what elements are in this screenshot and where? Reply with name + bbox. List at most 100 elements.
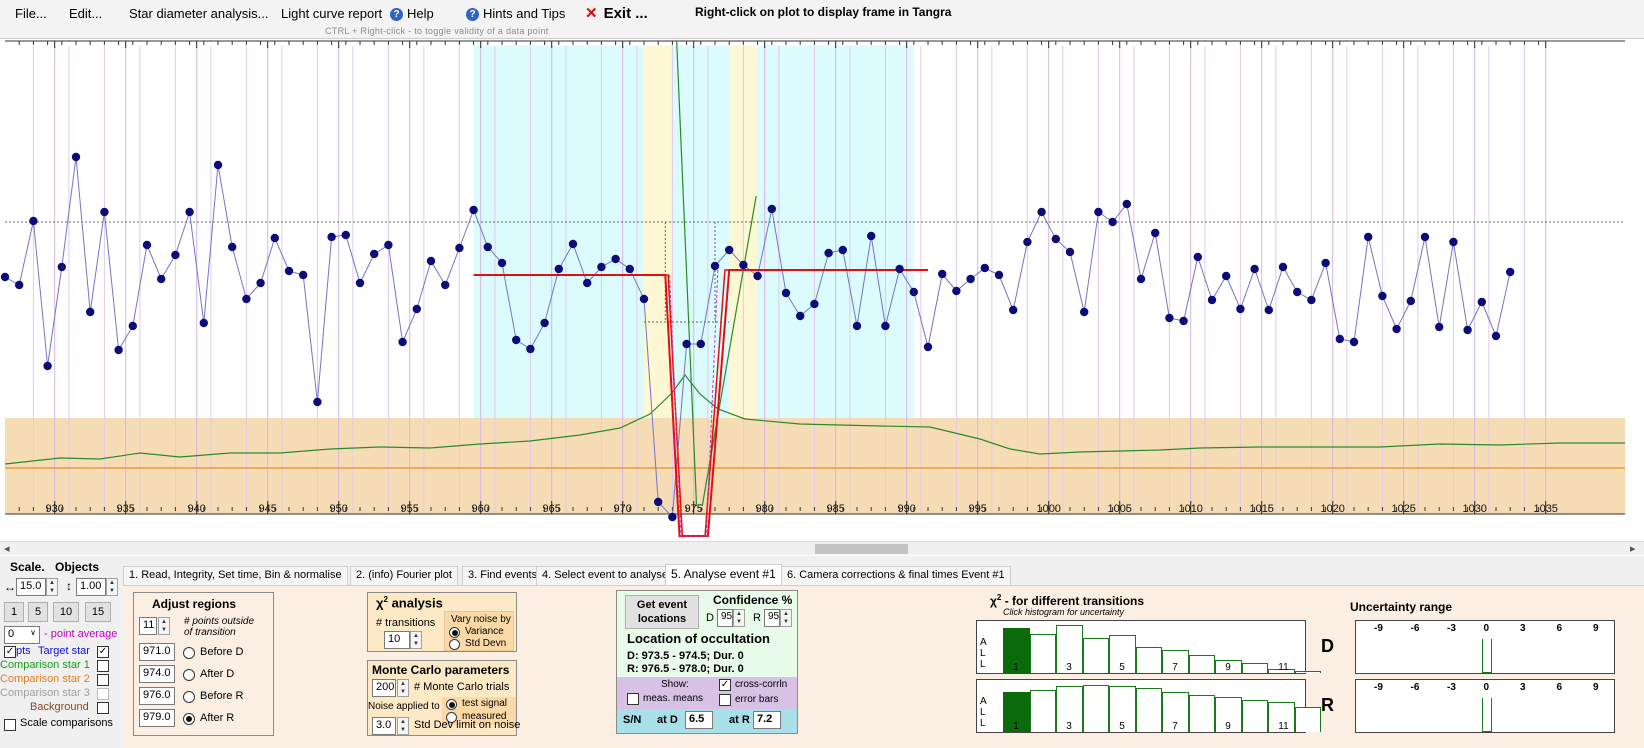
transitions-spinner[interactable]: ▲ ▼ (410, 631, 422, 649)
confidence-r-label: R (753, 612, 761, 624)
d-histogram-bar[interactable] (1162, 650, 1189, 673)
x-tick-label: 955 (401, 503, 419, 515)
monte-carlo-trials-input[interactable]: 200 (372, 679, 396, 697)
comparison-1-checkbox[interactable] (97, 660, 109, 672)
tab-select-event[interactable]: 4. Select event to analyse (536, 566, 674, 585)
before-r-input[interactable]: 976.0 (139, 687, 175, 705)
comparison-2-checkbox[interactable] (97, 674, 109, 686)
points-outside-input[interactable]: 11 (139, 617, 157, 635)
std-dev-limit-spinner[interactable]: ▲ ▼ (397, 717, 409, 735)
d-histogram-bar[interactable] (1109, 635, 1136, 673)
zoom-5-button[interactable]: 5 (28, 602, 48, 622)
r-histogram-bar[interactable] (1135, 688, 1162, 732)
pts-checkbox[interactable]: ✓ (4, 646, 16, 658)
menu-star-diameter[interactable]: Star diameter analysis... (129, 6, 269, 21)
r-histogram-bar[interactable] (1109, 685, 1136, 732)
target-star-point (639, 294, 649, 304)
monte-carlo-trials-spinner[interactable]: ▲ ▼ (397, 679, 409, 697)
d-histogram-bar[interactable] (1215, 659, 1242, 673)
target-star-checkbox[interactable]: ✓ (97, 646, 109, 658)
monte-carlo-title: Monte Carlo parameters (372, 663, 510, 677)
d-histogram-bar[interactable] (1029, 634, 1056, 673)
target-star-label: Target star (38, 645, 90, 657)
after-r-input[interactable]: 979.0 (139, 709, 175, 727)
transitions-input[interactable]: 10 (384, 631, 410, 649)
comparison-3-checkbox[interactable] (97, 688, 109, 700)
r-histogram-bar[interactable] (1268, 702, 1295, 732)
cross-corrln-checkbox[interactable]: ✓ (719, 679, 731, 691)
before-r-radio[interactable] (183, 691, 195, 703)
light-curve-plot[interactable]: 930 935 940 945 950 955 960 965 970 975 980 985 990 9… (0, 38, 1644, 543)
x-tick-label: 1025 (1391, 503, 1415, 515)
tab-find-events[interactable]: 3. Find events (462, 566, 544, 585)
confidence-r-spinner[interactable]: ▲ ▼ (780, 609, 792, 627)
scroll-left-icon[interactable]: ◂ (4, 543, 10, 555)
after-r-radio[interactable] (183, 713, 195, 725)
d-chi-histogram[interactable]: A L L 1 3 5 7 9 11 (976, 620, 1321, 674)
error-bars-checkbox[interactable] (719, 694, 731, 706)
d-histogram-bar[interactable] (1056, 625, 1083, 673)
get-event-locations-button[interactable]: Get event locations (625, 595, 699, 629)
r-histogram-bar[interactable] (1082, 684, 1109, 732)
zoom-15-button[interactable]: 15 (85, 602, 111, 622)
d-histogram-bar[interactable] (1268, 669, 1295, 673)
variance-radio[interactable] (449, 627, 460, 638)
target-star-point (1477, 297, 1487, 307)
scale-comparisons-checkbox[interactable] (4, 719, 16, 731)
tab-read-integrity[interactable]: 1. Read, Integrity, Set time, Bin & norm… (123, 566, 348, 585)
std-devn-radio[interactable] (449, 639, 460, 650)
after-d-radio[interactable] (183, 669, 195, 681)
after-d-input[interactable]: 974.0 (139, 665, 175, 683)
r-histogram-bar[interactable] (1029, 689, 1056, 732)
confidence-r-input[interactable]: 95 (764, 609, 780, 627)
scale-title: Scale. (10, 560, 45, 574)
measured-radio[interactable] (446, 712, 457, 723)
d-histogram-bar[interactable] (1082, 638, 1109, 673)
std-devn-label: Std Devn (465, 638, 507, 649)
r-histogram-bar[interactable] (1162, 692, 1189, 732)
plot-horizontal-scrollbar[interactable]: ◂ ▸ (0, 541, 1644, 555)
scroll-right-icon[interactable]: ▸ (1630, 543, 1636, 555)
r-histogram-bar[interactable] (1003, 692, 1030, 732)
zoom-10-button[interactable]: 10 (53, 602, 79, 622)
background-checkbox[interactable] (97, 702, 109, 714)
std-dev-limit-input[interactable]: 3.0 (372, 717, 396, 735)
r-histogram-bar[interactable] (1056, 685, 1083, 732)
d-histogram-bar[interactable] (1188, 655, 1215, 673)
tab-camera-corrections[interactable]: 6. Camera corrections & final times Even… (781, 566, 1011, 585)
point-average-select[interactable]: 0 ∨ (4, 626, 40, 644)
before-d-radio[interactable] (183, 647, 195, 659)
before-d-input[interactable]: 971.0 (139, 643, 175, 661)
zoom-1-button[interactable]: 1 (4, 602, 24, 622)
menu-file[interactable]: File... (15, 6, 47, 21)
menu-exit[interactable]: ✕ Exit ... (585, 4, 648, 22)
horizontal-scale-spinner[interactable]: ▲ ▼ (46, 578, 58, 596)
horizontal-scale-input[interactable]: 15.0 (16, 578, 46, 596)
menu-edit[interactable]: Edit... (69, 6, 103, 21)
test-signal-radio[interactable] (446, 699, 457, 710)
r-all-letter: L (980, 707, 986, 718)
r-histogram-bar[interactable] (1215, 697, 1242, 732)
points-outside-spinner[interactable]: ▲ ▼ (158, 617, 170, 635)
r-chi-histogram[interactable]: A L L 1 3 5 7 9 11 (976, 679, 1321, 733)
tab-fourier[interactable]: 2. (info) Fourier plot (350, 566, 458, 585)
vertical-scale-spinner[interactable]: ▲ ▼ (106, 578, 118, 596)
tab-analyse-event[interactable]: 5. Analyse event #1 (665, 564, 782, 585)
menu-light-curve-report[interactable]: Light curve report (281, 6, 383, 21)
menu-hints[interactable]: ? Hints and Tips (466, 6, 565, 21)
d-histogram-bar[interactable] (1294, 670, 1321, 673)
r-histogram-bar[interactable] (1294, 707, 1321, 732)
r-histogram-bar[interactable] (1188, 695, 1215, 732)
scroll-thumb[interactable] (815, 544, 908, 554)
light-curve-svg[interactable]: 930 935 940 945 950 955 960 965 970 975 980 985 990 9… (0, 39, 1644, 544)
d-histogram-bar[interactable] (1003, 628, 1030, 673)
r-histogram-bar[interactable] (1241, 699, 1268, 732)
confidence-d-spinner[interactable]: ▲ ▼ (733, 609, 745, 627)
meas-means-checkbox[interactable] (627, 693, 639, 705)
d-histogram-bar[interactable] (1135, 647, 1162, 673)
d-histogram-bar[interactable] (1241, 663, 1268, 673)
confidence-d-input[interactable]: 95 (717, 609, 733, 627)
menu-help[interactable]: ? Help (390, 6, 434, 21)
vertical-scale-input[interactable]: 1.00 (76, 578, 106, 596)
transition-label: of transition (184, 627, 236, 638)
